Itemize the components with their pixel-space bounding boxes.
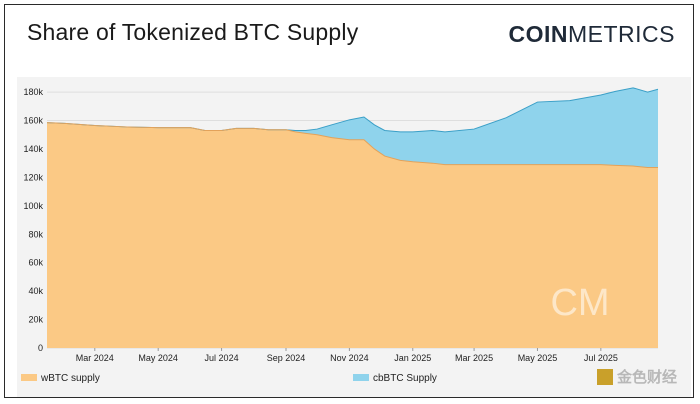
- x-tick-label: May 2024: [138, 353, 178, 363]
- wbtc-line: [46, 122, 658, 168]
- y-tick-label: 40k: [28, 286, 43, 296]
- y-tick-label: 100k: [23, 201, 43, 211]
- chart-frame: Share of Tokenized BTC Supply COINMETRIC…: [4, 4, 694, 398]
- x-tick-label: May 2025: [518, 353, 558, 363]
- x-tick-label: Nov 2024: [330, 353, 369, 363]
- watermark-logo-icon: [596, 369, 613, 385]
- logo-light: METRICS: [568, 21, 675, 47]
- legend-swatch: [21, 374, 37, 381]
- chart-title: Share of Tokenized BTC Supply: [27, 19, 359, 45]
- x-tick-label: Jan 2025: [394, 353, 431, 363]
- y-tick-label: 60k: [28, 258, 43, 268]
- y-tick-label: 0: [38, 343, 43, 353]
- y-tick-label: 120k: [23, 172, 43, 182]
- coinmetrics-logo: COINMETRICS: [509, 21, 676, 48]
- chart-svg: 0 20k 40k 60k 80k 100k 120k 140k 160k 180k Mar 202…: [21, 87, 659, 384]
- y-tick-label: 180k: [23, 87, 43, 97]
- x-tick-label: Mar 2024: [76, 353, 114, 363]
- y-tick-label: 20k: [28, 315, 43, 325]
- legend-swatch: [353, 374, 369, 381]
- x-tick-label: Mar 2025: [455, 353, 493, 363]
- logo-bold: COIN: [508, 21, 568, 47]
- y-tick-label: 80k: [28, 229, 43, 239]
- legend-label: wBTC supply: [40, 373, 100, 384]
- y-tick-label: 140k: [23, 144, 43, 154]
- cm-watermark: CM: [550, 282, 609, 324]
- watermark-text: 金色财经: [616, 369, 677, 386]
- legend-label: cbBTC Supply: [373, 373, 437, 384]
- y-tick-label: 160k: [23, 116, 43, 126]
- x-tick-label: Jul 2024: [205, 353, 239, 363]
- cbbtc-area: [47, 87, 658, 168]
- x-tick-label: Jul 2025: [584, 353, 618, 363]
- wbtc-area: [47, 122, 658, 348]
- x-tick-label: Sep 2024: [267, 353, 306, 363]
- corner-watermark: 金色财经: [596, 366, 677, 387]
